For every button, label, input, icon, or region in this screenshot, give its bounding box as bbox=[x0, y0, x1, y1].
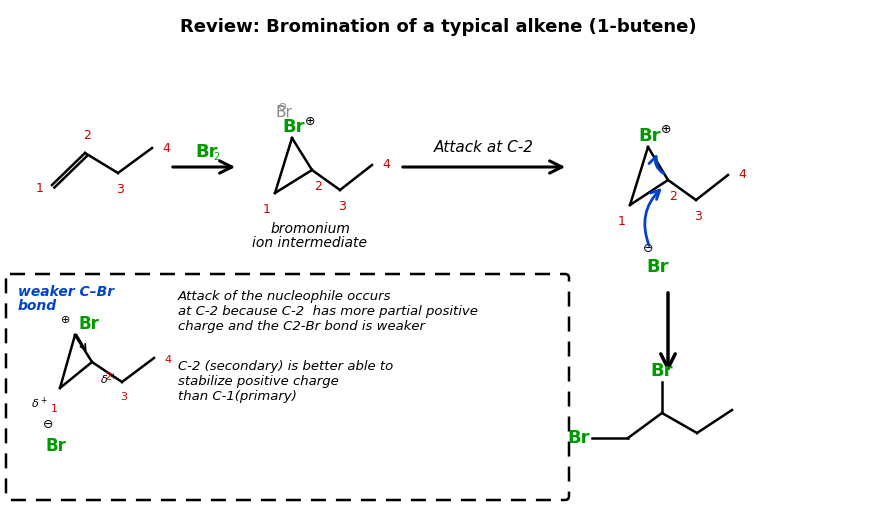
Text: bond: bond bbox=[18, 299, 57, 313]
Text: 3: 3 bbox=[121, 392, 128, 402]
Text: stabilize positive charge: stabilize positive charge bbox=[178, 375, 339, 388]
Text: 1: 1 bbox=[263, 203, 271, 216]
Text: Attack of the nucleophile occurs: Attack of the nucleophile occurs bbox=[178, 290, 392, 303]
Text: Review: Bromination of a typical alkene (1-butene): Review: Bromination of a typical alkene … bbox=[180, 18, 696, 36]
Text: Br: Br bbox=[646, 258, 669, 276]
Text: Br: Br bbox=[79, 315, 100, 333]
Text: bromonium: bromonium bbox=[270, 222, 350, 236]
Text: Br: Br bbox=[195, 143, 217, 161]
Text: 1: 1 bbox=[618, 215, 626, 228]
Text: Attack at C-2: Attack at C-2 bbox=[434, 141, 534, 155]
Text: 4: 4 bbox=[162, 142, 170, 154]
Text: 2: 2 bbox=[104, 372, 111, 382]
Text: $\oplus$: $\oplus$ bbox=[661, 123, 672, 136]
Text: Br: Br bbox=[46, 437, 67, 455]
Text: 2: 2 bbox=[83, 129, 91, 142]
Text: $\oplus$: $\oplus$ bbox=[304, 115, 315, 128]
Text: at C-2 because C-2  has more partial positive: at C-2 because C-2 has more partial posi… bbox=[178, 305, 478, 318]
Text: Br: Br bbox=[276, 105, 293, 120]
Text: 4: 4 bbox=[738, 169, 745, 181]
Text: $_2$: $_2$ bbox=[213, 149, 221, 163]
Text: $\delta^+$: $\delta^+$ bbox=[100, 372, 117, 387]
Text: 3: 3 bbox=[338, 200, 346, 213]
Text: charge and the C2-Br bond is weaker: charge and the C2-Br bond is weaker bbox=[178, 320, 425, 333]
Text: $\ominus$: $\ominus$ bbox=[42, 419, 53, 431]
Text: 3: 3 bbox=[694, 210, 702, 223]
Text: ion intermediate: ion intermediate bbox=[252, 236, 368, 250]
Text: 4: 4 bbox=[382, 158, 390, 172]
Text: Br: Br bbox=[651, 362, 674, 380]
Text: than C-1(primary): than C-1(primary) bbox=[178, 390, 297, 403]
Text: 2: 2 bbox=[669, 190, 677, 203]
Text: $\ominus$: $\ominus$ bbox=[642, 241, 653, 255]
Text: $\oplus$: $\oplus$ bbox=[60, 314, 70, 325]
Text: 3: 3 bbox=[116, 183, 124, 196]
Text: Br: Br bbox=[568, 429, 590, 447]
Text: Br: Br bbox=[283, 118, 305, 136]
Text: $\delta^+$: $\delta^+$ bbox=[32, 396, 48, 411]
Text: C-2 (secondary) is better able to: C-2 (secondary) is better able to bbox=[178, 360, 393, 373]
Text: 1: 1 bbox=[36, 181, 44, 195]
Text: Br: Br bbox=[639, 127, 661, 145]
Text: 2: 2 bbox=[314, 180, 322, 193]
Text: 4: 4 bbox=[164, 355, 171, 365]
Text: weaker C–Br: weaker C–Br bbox=[18, 285, 114, 299]
Text: $\ominus$: $\ominus$ bbox=[277, 101, 287, 112]
Text: 1: 1 bbox=[51, 404, 58, 414]
